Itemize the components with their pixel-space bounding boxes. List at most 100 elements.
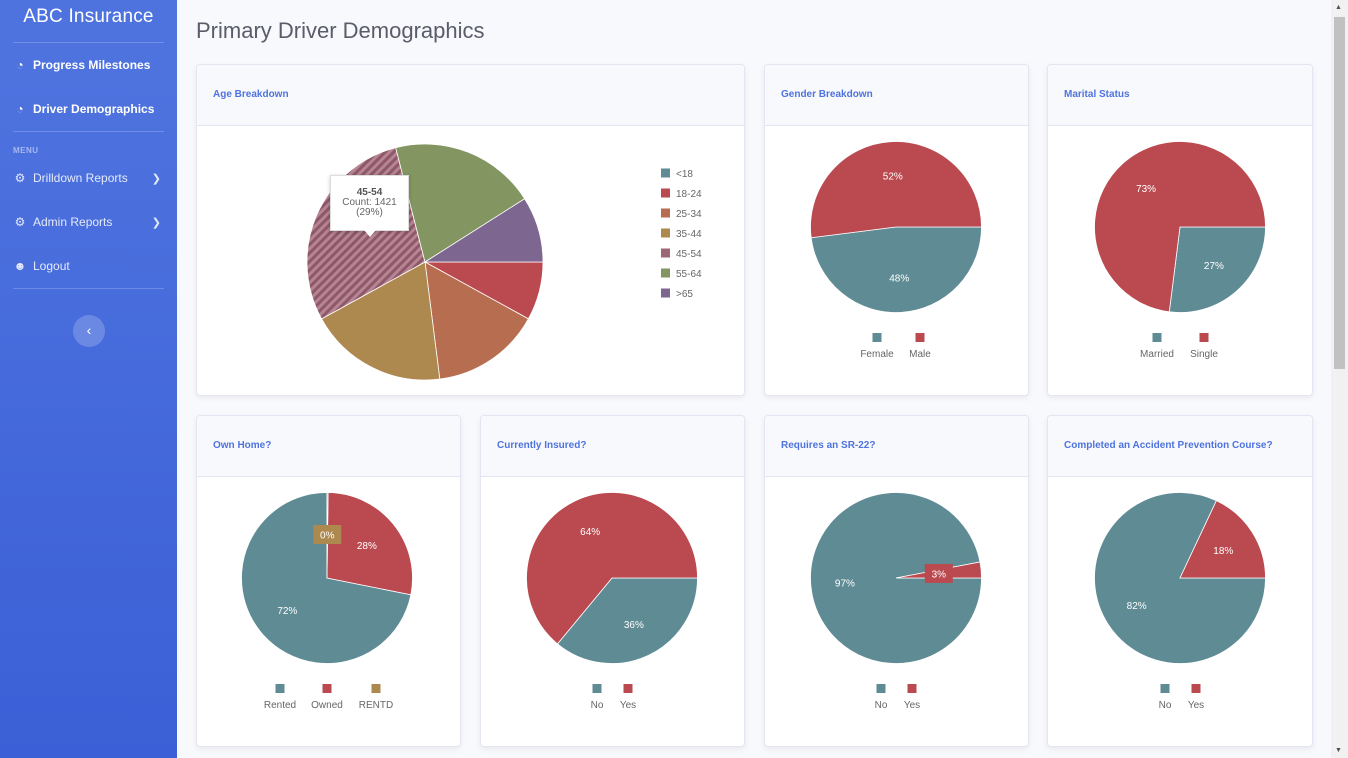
legend-swatch-18[interactable] bbox=[661, 168, 670, 178]
pie-slice-55-64[interactable] bbox=[395, 143, 526, 263]
scroll-down-icon[interactable]: ▼ bbox=[1335, 747, 1342, 754]
legend-label-rented[interactable]: Rented bbox=[264, 700, 296, 711]
sidebar-toggle-button[interactable]: ‹ bbox=[73, 315, 105, 347]
legend-label-yes[interactable]: Yes bbox=[620, 700, 636, 711]
legend-swatch-yes[interactable] bbox=[1191, 684, 1201, 693]
sidebar-item-label: Logout bbox=[33, 259, 70, 273]
page-title: Primary Driver Demographics bbox=[196, 18, 485, 43]
dashboard-icon: ◔ bbox=[16, 58, 24, 72]
tooltip-percent: (29%) bbox=[356, 207, 383, 218]
legend-swatch-35-44[interactable] bbox=[661, 228, 670, 238]
accident-course-chart: 82% 18% No Yes bbox=[1094, 492, 1266, 711]
scroll-up-icon[interactable]: ▲ bbox=[1335, 4, 1342, 11]
legend-swatch-no[interactable] bbox=[592, 684, 602, 693]
gender-breakdown-chart: 48% 52% Female Male bbox=[810, 141, 982, 360]
card-title: Currently Insured? bbox=[481, 416, 744, 477]
legend-swatch-yes[interactable] bbox=[907, 684, 917, 693]
legend-swatch-owned[interactable] bbox=[322, 684, 332, 693]
legend-label-female[interactable]: Female bbox=[860, 349, 894, 360]
sidebar-item-logout[interactable]: ☻ Logout bbox=[0, 244, 177, 288]
data-label-yes: 18% bbox=[1213, 546, 1233, 557]
legend-swatch-married[interactable] bbox=[1152, 333, 1162, 342]
sidebar-item-admin-reports[interactable]: ⚙ Admin Reports ❯ bbox=[0, 200, 177, 244]
legend-swatch-55-64[interactable] bbox=[661, 268, 670, 278]
legend-swatch-yes[interactable] bbox=[623, 684, 633, 693]
legend-swatch-female[interactable] bbox=[872, 333, 882, 342]
data-label-yes: 64% bbox=[580, 527, 600, 538]
age-breakdown-card: Age Breakdown <18 18-24 25-34 35-44 45-54 55-… bbox=[196, 64, 745, 396]
legend-swatch-65[interactable] bbox=[661, 288, 670, 298]
tooltip-title: 45-54 bbox=[356, 187, 383, 198]
legend-swatch-25-34[interactable] bbox=[661, 208, 670, 218]
pie-slice-owned[interactable] bbox=[326, 492, 413, 596]
pie-slice-female[interactable] bbox=[810, 226, 982, 313]
pie-slice-single[interactable] bbox=[1094, 141, 1266, 313]
card-title: Completed an Accident Prevention Course? bbox=[1048, 416, 1312, 477]
legend-label-yes[interactable]: Yes bbox=[904, 700, 920, 711]
pie-slice-35-44[interactable] bbox=[321, 261, 441, 381]
pie-slice-rented[interactable] bbox=[241, 492, 412, 664]
legend-label-55-64[interactable]: 55-64 bbox=[676, 269, 702, 280]
legend-label-no[interactable]: No bbox=[875, 700, 888, 711]
age-breakdown-chart: <18 18-24 25-34 35-44 45-54 55-64 >65 bbox=[306, 143, 702, 381]
pie-slice-yes[interactable] bbox=[526, 492, 698, 645]
data-label-rented: 72% bbox=[277, 606, 297, 617]
pie-slice-25-34[interactable] bbox=[424, 261, 529, 380]
legend-label-45-54[interactable]: 45-54 bbox=[676, 249, 702, 260]
tooltip-caret bbox=[364, 230, 376, 237]
sidebar-divider bbox=[13, 288, 164, 289]
sidebar-heading: MENU bbox=[13, 146, 39, 155]
legend-label-35-44[interactable]: 35-44 bbox=[676, 229, 702, 240]
data-label-no: 82% bbox=[1127, 601, 1147, 612]
chevron-right-icon: ❯ bbox=[151, 172, 161, 185]
legend-label-owned[interactable]: Owned bbox=[311, 700, 343, 711]
pie-slice-no[interactable] bbox=[556, 577, 698, 664]
data-label-male: 52% bbox=[883, 171, 903, 182]
sidebar-divider bbox=[13, 42, 164, 43]
brand-title[interactable]: ABC Insurance bbox=[23, 6, 154, 27]
legend-label-no[interactable]: No bbox=[1159, 700, 1172, 711]
gear-icon: ⚙ bbox=[14, 215, 26, 229]
legend-swatch-single[interactable] bbox=[1199, 333, 1209, 342]
legend-label-rentd[interactable]: RENTD bbox=[359, 700, 393, 711]
sr22-chart: 97% 3% No Yes bbox=[810, 492, 982, 711]
legend-label-25-34[interactable]: 25-34 bbox=[676, 209, 702, 220]
sidebar-divider bbox=[13, 131, 164, 132]
legend-label-18-24[interactable]: 18-24 bbox=[676, 189, 702, 200]
legend-label-yes[interactable]: Yes bbox=[1188, 700, 1204, 711]
legend-swatch-18-24[interactable] bbox=[661, 188, 670, 198]
legend-swatch-45-54[interactable] bbox=[661, 248, 670, 258]
sidebar-item-progress-milestones[interactable]: ◔ Progress Milestones bbox=[0, 43, 177, 87]
legend-label-65[interactable]: >65 bbox=[676, 289, 693, 300]
data-label-female: 48% bbox=[889, 274, 909, 285]
card-title: Own Home? bbox=[197, 416, 460, 477]
legend-label-single[interactable]: Single bbox=[1190, 349, 1218, 360]
pie-slice-male[interactable] bbox=[810, 141, 982, 239]
legend-label-male[interactable]: Male bbox=[909, 349, 931, 360]
data-label-yes: 3% bbox=[932, 569, 947, 580]
sidebar-item-label: Driver Demographics bbox=[33, 102, 155, 116]
pie-slice-yes[interactable] bbox=[1179, 500, 1266, 579]
sr22-card: Requires an SR-22? 97% 3% No Yes bbox=[764, 415, 1029, 747]
legend-label-married[interactable]: Married bbox=[1140, 349, 1174, 360]
card-title: Gender Breakdown bbox=[765, 65, 1028, 126]
data-label-box bbox=[313, 525, 342, 545]
legend-swatch-rentd[interactable] bbox=[371, 684, 381, 693]
legend-swatch-no[interactable] bbox=[1160, 684, 1170, 693]
page-scrollbar[interactable]: ▲ ▼ bbox=[1331, 0, 1348, 758]
legend-label-no[interactable]: No bbox=[591, 700, 604, 711]
chart-tooltip: 45-54 Count: 1421 (29%) bbox=[330, 175, 409, 237]
legend-swatch-male[interactable] bbox=[915, 333, 925, 342]
pie-slice-married[interactable] bbox=[1168, 226, 1266, 313]
legend-label-18[interactable]: <18 bbox=[676, 169, 693, 180]
sidebar-item-drilldown-reports[interactable]: ⚙ Drilldown Reports ❯ bbox=[0, 156, 177, 200]
pie-slice-no[interactable] bbox=[1094, 492, 1266, 664]
pie-slice-65[interactable] bbox=[423, 198, 544, 263]
scrollbar-thumb[interactable] bbox=[1334, 17, 1345, 369]
legend-swatch-rented[interactable] bbox=[275, 684, 285, 693]
sidebar-item-driver-demographics[interactable]: ◔ Driver Demographics bbox=[0, 87, 177, 131]
legend-swatch-no[interactable] bbox=[876, 684, 886, 693]
currently-insured-card: Currently Insured? 36% 64% No Yes bbox=[480, 415, 745, 747]
marital-status-card: Marital Status 27% 73% Married Single bbox=[1047, 64, 1313, 396]
card-title: Marital Status bbox=[1048, 65, 1312, 126]
